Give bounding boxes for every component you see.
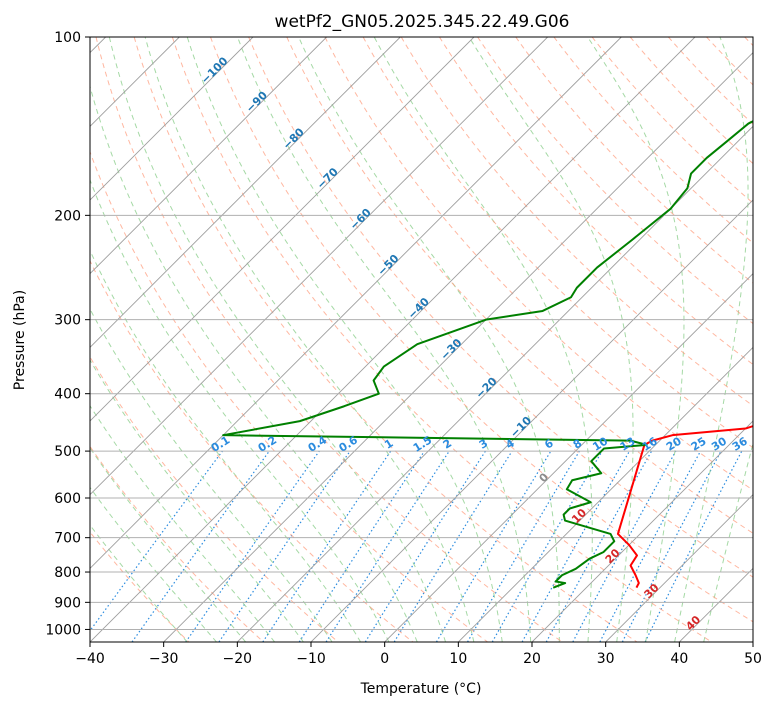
isotherm-line [605,494,753,642]
dry-adiabat-line [90,445,264,642]
plot-frame [89,36,754,643]
dry-adiabat-line [400,37,753,407]
dry-adiabat-line [248,37,753,578]
x-tick-label: 10 [449,651,467,667]
pressure-gridlines [90,37,753,630]
dry-adiabat-line [362,37,753,449]
x-tick-label: 0 [380,651,389,667]
dry-adiabat-line [133,37,638,642]
y-tick-label: 500 [54,444,81,460]
dry-adiabat-line [439,37,753,366]
mixing-ratio-line [545,450,653,642]
isotherm-line [90,37,254,201]
moist-adiabat-line [587,37,685,642]
moist-adiabat-line [298,37,560,642]
isotherm-line [90,37,327,275]
y-tick-label: 100 [54,30,81,46]
y-axis-ticks: 100 200 300 400 500 600 700 800 900 1000 [45,30,90,638]
moist-adiabat-line [90,84,418,642]
dry-adiabat-line [629,37,753,165]
temperature-profile-line [616,425,753,589]
mixing-ratio-line [572,450,677,642]
dry-adiabat-line [90,531,190,642]
x-tick-label: 50 [744,651,762,667]
dry-adiabat-line [171,37,712,642]
mixing-ratio-line [521,450,631,642]
mixing-ratio-line [644,450,743,642]
isotherm-line [90,37,401,348]
dry-adiabat-line [591,37,753,204]
y-tick-label: 800 [54,565,81,581]
isotherm-line [458,346,753,642]
dry-adiabat-line [324,37,753,491]
y-tick-label: 700 [54,531,81,547]
moist-adiabat-line [144,37,475,642]
y-tick-label: 200 [54,208,81,224]
isotherm-line [752,641,753,642]
isotherm-line [90,37,696,642]
dewpoint-profile-line [222,120,753,589]
mixing-ratio-line [325,450,450,642]
x-axis-ticks: −40 −30 −20 −10 0 10 20 30 40 50 [75,642,762,667]
isotherm-line [90,37,548,496]
x-axis-label: Temperature (°C) [360,681,482,697]
moist-adiabat-line [186,37,503,642]
isotherm-line [531,420,753,642]
mixing-ratio-line [131,450,270,642]
moist-adiabat-line [373,37,593,642]
mixing-ratio-line [218,450,351,642]
x-tick-label: 20 [523,651,541,667]
x-tick-label: −40 [75,651,105,667]
isotherm-line [310,199,753,642]
moist-adiabat-line [90,404,276,642]
moist-adiabat-line [108,37,447,642]
isotherm-line [237,125,753,642]
isotherm-line [163,52,753,642]
x-tick-label: −30 [149,651,179,667]
y-tick-label: 900 [54,595,81,611]
mixing-ratio-line [262,450,392,642]
x-tick-label: −10 [296,651,326,667]
y-tick-label: 400 [54,387,81,403]
mixing-ratio-line [90,450,223,632]
chart-title: wetPf2_GN05.2025.345.22.49.G06 [275,12,570,32]
x-tick-label: 40 [670,651,688,667]
dry-adiabats [90,37,753,642]
dry-adiabat-line [515,37,753,284]
dry-adiabat-line [210,37,753,623]
sounding-series [222,120,753,589]
y-tick-label: 300 [54,313,81,329]
mixing-ratio-lines [90,450,743,642]
dry-adiabat-line [90,259,414,642]
mixing-ratio-line [298,450,425,642]
y-tick-label: 1000 [45,622,81,638]
y-tick-label: 600 [54,491,81,507]
x-tick-label: −20 [223,651,253,667]
x-tick-label: 30 [597,651,615,667]
isotherms [90,37,753,642]
mixing-ratio-line [185,450,320,642]
isotherm-line [90,37,475,422]
moist-adiabat-line [90,249,361,642]
moist-adiabat-line [90,447,247,642]
mixing-ratio-line [393,450,513,642]
moist-adiabat-line [90,308,333,642]
y-axis-label: Pressure (hPa) [12,290,28,390]
isotherm-line [384,273,753,642]
dry-adiabat-line [477,37,753,325]
isotherm-line [90,37,622,569]
